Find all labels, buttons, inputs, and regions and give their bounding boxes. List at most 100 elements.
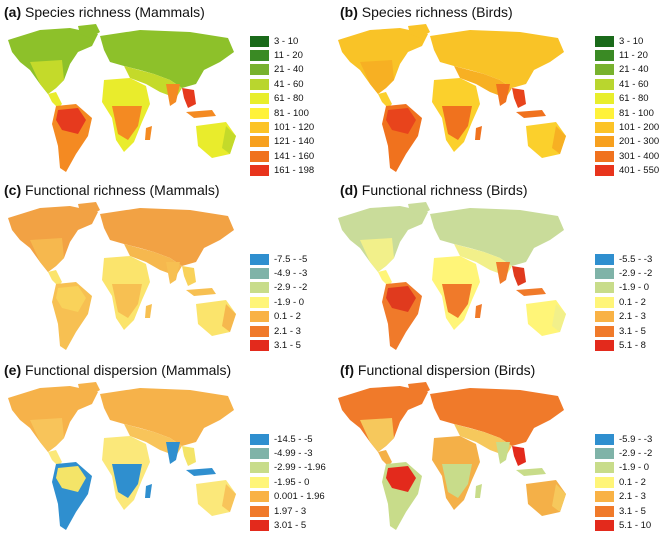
legend-label: 21 - 40 (274, 64, 304, 76)
legend-item: -4.99 - -3 (250, 446, 326, 460)
india-region (496, 262, 510, 284)
india-region (166, 84, 180, 106)
amazon-region (56, 108, 86, 134)
legend-label: -5.5 - -3 (619, 253, 653, 265)
legend-item: -5.9 - -3 (595, 432, 652, 446)
legend-item: -1.9 - 0 (595, 461, 652, 475)
africa-tropic-region (442, 284, 472, 318)
indonesia-region (186, 468, 216, 476)
central-america-region (48, 92, 62, 108)
legend-label: -2.9 - -2 (274, 282, 308, 294)
legend-label: 401 - 550 (619, 165, 660, 177)
legend: 3 - 10 11 - 20 21 - 40 41 - 60 61 - 80 81 - 1… (595, 34, 659, 178)
panel-c: (c) Functional richness (Mammals) -7.5 -… (0, 178, 330, 356)
legend-swatch (250, 78, 269, 90)
panel-title: (c) Functional richness (Mammals) (4, 182, 220, 198)
legend-label: 81 - 100 (619, 107, 654, 119)
legend-swatch (250, 107, 269, 119)
legend-label: -1.9 - 0 (619, 462, 650, 474)
amazon-region (56, 286, 86, 312)
legend-label: 101 - 200 (619, 122, 660, 134)
africa-tropic-region (112, 284, 142, 318)
legend-swatch (250, 325, 269, 337)
world-map (338, 202, 566, 350)
legend: -5.5 - -3 -2.9 - -2 -1.9 - 0 0.1 - 2 2.1 - 3… (595, 252, 652, 353)
africa-tropic-region (442, 106, 472, 140)
legend-swatch (250, 282, 269, 294)
madagascar-region (475, 126, 482, 140)
legend-label: 3 - 10 (619, 35, 644, 47)
legend-item: 101 - 200 (595, 120, 659, 134)
panel-title: (f) Functional dispersion (Birds) (340, 362, 536, 378)
legend-item: 81 - 100 (595, 106, 659, 120)
legend-swatch (595, 282, 614, 294)
legend-swatch (250, 520, 269, 532)
legend-swatch (595, 311, 614, 323)
legend-item: -5.5 - -3 (595, 252, 652, 266)
legend-swatch (250, 35, 269, 47)
north-america-temperate-region (30, 60, 64, 94)
indonesia-region (186, 110, 216, 118)
legend-item: 21 - 40 (595, 63, 659, 77)
legend-item: 1.97 - 3 (250, 504, 326, 518)
southeast-asia-region (182, 88, 196, 108)
legend-item: 121 - 140 (250, 135, 314, 149)
legend-swatch (595, 268, 614, 280)
legend-item: -2.9 - -2 (250, 281, 307, 295)
legend-item: 2.1 - 3 (595, 490, 652, 504)
legend-item: 41 - 60 (595, 77, 659, 91)
legend-item: -2.9 - -2 (595, 446, 652, 460)
india-region (496, 442, 510, 464)
madagascar-region (145, 484, 152, 498)
southeast-asia-region (182, 266, 196, 286)
legend-swatch (595, 433, 614, 445)
legend-swatch (595, 325, 614, 337)
legend-label: -5.9 - -3 (619, 433, 653, 445)
australia-east-region (552, 126, 566, 154)
legend-swatch (250, 253, 269, 265)
eurasia-region (100, 388, 234, 446)
legend-item: 3.1 - 5 (250, 338, 307, 352)
legend: 3 - 10 11 - 20 21 - 40 41 - 60 61 - 80 81 - 1… (250, 34, 314, 178)
greenland-region (408, 382, 430, 396)
legend-label: 0.001 - 1.96 (274, 491, 325, 503)
legend-item: 5.1 - 8 (595, 338, 652, 352)
legend-item: 301 - 400 (595, 149, 659, 163)
eurasia-region (430, 30, 564, 88)
legend-item: -1.9 - 0 (595, 281, 652, 295)
legend-label: 121 - 140 (274, 136, 315, 148)
legend-label: -14.5 - -5 (274, 433, 313, 445)
legend-item: -1.95 - 0 (250, 475, 326, 489)
legend-item: -1.9 - 0 (250, 295, 307, 309)
legend-item: 161 - 198 (250, 164, 314, 178)
north-america-temperate-region (360, 238, 394, 272)
india-region (496, 84, 510, 106)
legend-item: 3.1 - 5 (595, 504, 652, 518)
legend-label: 0.1 - 2 (619, 476, 646, 488)
southeast-asia-region (512, 446, 526, 466)
legend: -5.9 - -3 -2.9 - -2 -1.9 - 0 0.1 - 2 2.1 - 3… (595, 432, 652, 533)
africa-tropic-region (442, 464, 472, 498)
legend-swatch (595, 296, 614, 308)
legend-swatch (595, 340, 614, 352)
legend-swatch (250, 491, 269, 503)
legend-label: -4.99 - -3 (274, 448, 313, 460)
southeast-asia-region (512, 88, 526, 108)
legend-label: 301 - 400 (619, 150, 660, 162)
legend-label: -1.9 - 0 (619, 282, 650, 294)
legend-label: 81 - 100 (274, 107, 309, 119)
legend-item: 41 - 60 (250, 77, 314, 91)
legend-swatch (250, 64, 269, 76)
africa-tropic-region (112, 106, 142, 140)
legend-label: 0.1 - 2 (619, 296, 646, 308)
legend-label: 0.1 - 2 (274, 311, 301, 323)
legend-swatch (595, 165, 614, 177)
north-america-temperate-region (360, 60, 394, 94)
legend-label: 61 - 80 (619, 93, 649, 105)
central-america-region (48, 270, 62, 286)
australia-east-region (222, 484, 236, 512)
greenland-region (408, 202, 430, 216)
australia-east-region (552, 304, 566, 332)
legend-item: 141 - 160 (250, 149, 314, 163)
legend-label: 1.97 - 3 (274, 505, 307, 517)
